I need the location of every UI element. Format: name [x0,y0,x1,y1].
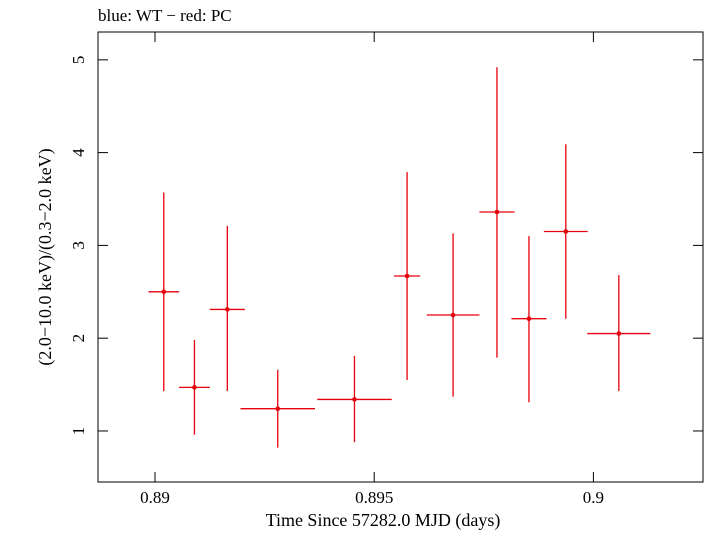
data-point [317,355,392,443]
point-marker [352,397,357,402]
x-axis: 0.89 0.895 0.9 [140,32,604,507]
point-marker [404,273,410,279]
point-marker [161,289,167,295]
y-tick-label: 4 [69,148,88,157]
point-marker [225,307,230,312]
data-points [148,67,651,448]
data-point [511,236,547,403]
data-point [240,369,316,448]
data-point [543,144,588,319]
y-axis-label: (2.0−10.0 keV)/(0.3−2.0 keV) [35,148,56,365]
x-tick-label: 0.89 [140,488,170,507]
chart-title: blue: WT − red: PC [98,6,232,25]
y-axis: 1 2 3 4 5 [69,56,703,436]
point-marker [275,406,281,412]
data-point [587,275,651,392]
y-tick-label: 1 [69,427,88,436]
plot-frame [97,31,704,483]
data-point [479,67,515,358]
y-tick-label: 5 [69,56,88,65]
y-tick-label: 3 [69,241,88,250]
point-marker [450,312,456,318]
data-point [426,233,480,397]
point-marker [192,385,197,390]
point-marker [563,229,569,234]
data-point [393,172,421,380]
data-point [209,225,245,392]
x-tick-label: 0.9 [583,488,604,507]
point-marker [616,331,622,336]
point-marker [494,209,500,215]
x-axis-label: Time Since 57282.0 MJD (days) [266,510,501,531]
data-point [179,340,210,435]
data-point [148,192,180,392]
y-tick-label: 2 [69,334,88,343]
x-tick-label: 0.895 [355,488,393,507]
point-marker [526,316,532,322]
